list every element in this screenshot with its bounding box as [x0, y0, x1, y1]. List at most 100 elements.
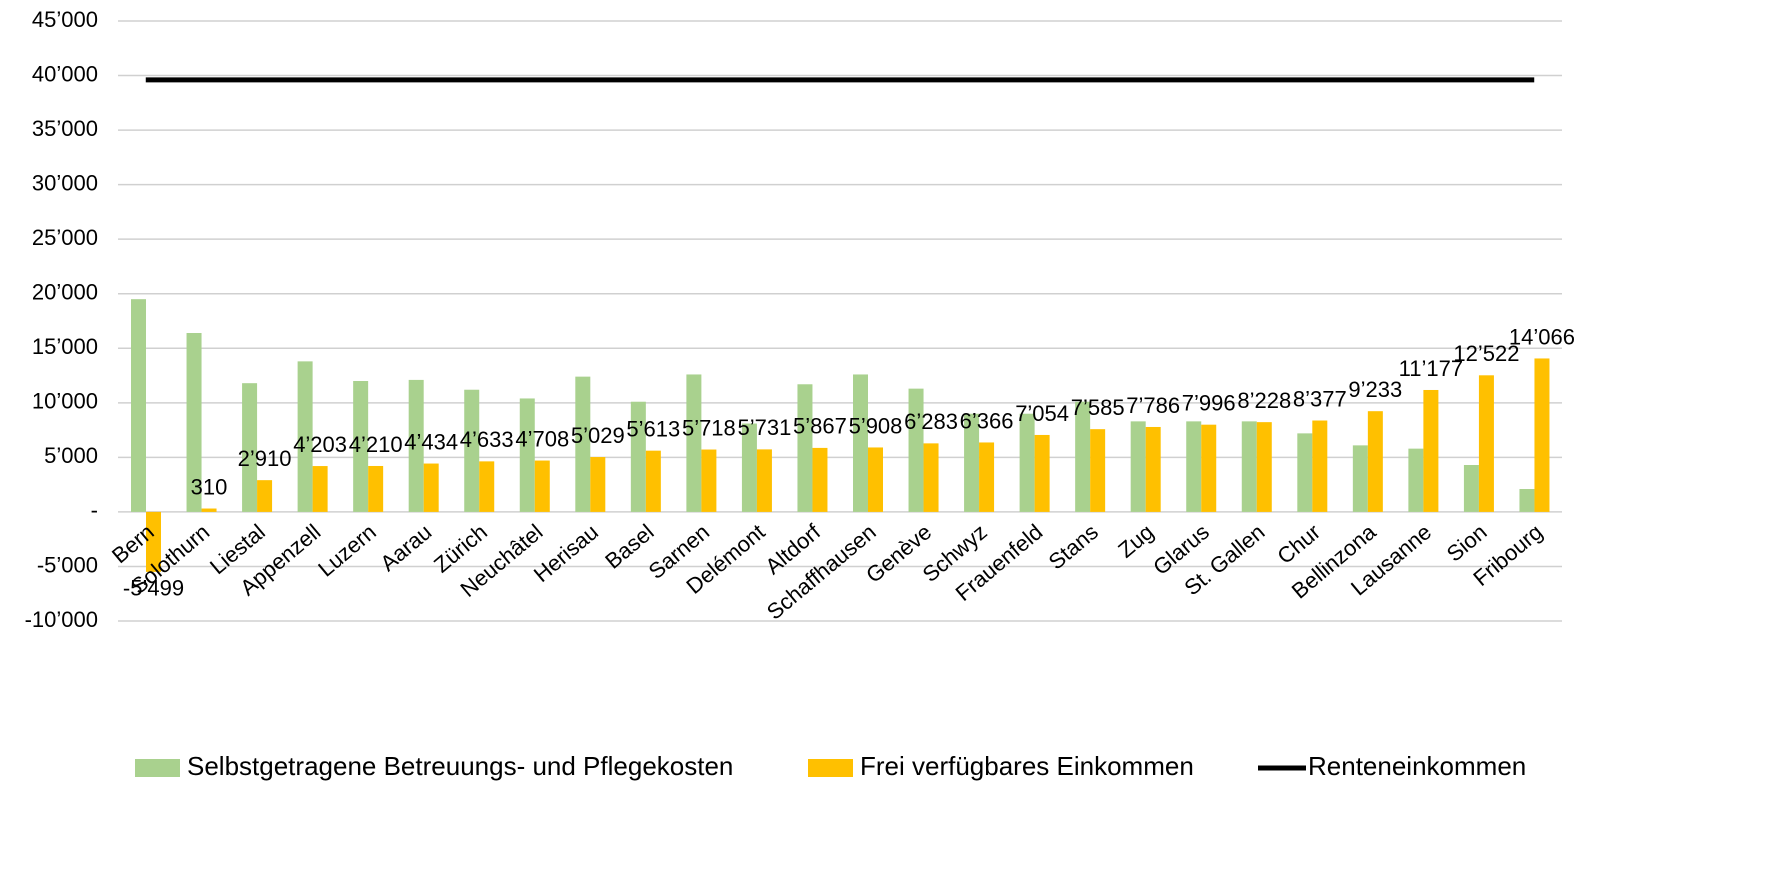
y-tick-label: -10’000 — [25, 607, 98, 632]
y-tick-label: 15’000 — [32, 334, 98, 359]
data-label: 7’786 — [1126, 393, 1180, 418]
data-label: -5’499 — [123, 576, 184, 601]
data-label: 5’718 — [682, 415, 736, 440]
bar — [964, 413, 980, 512]
bar — [423, 463, 439, 512]
data-label: 6’366 — [960, 408, 1014, 433]
data-label: 4’434 — [404, 429, 458, 454]
bar — [1423, 389, 1439, 512]
bar — [1256, 422, 1272, 512]
bar — [353, 381, 369, 512]
bar — [464, 389, 480, 512]
bar — [1186, 421, 1202, 512]
bar — [1367, 411, 1383, 512]
data-label: 5’908 — [849, 413, 903, 438]
bar — [1352, 445, 1368, 512]
bar — [701, 449, 717, 512]
bar — [1090, 429, 1106, 512]
bar — [741, 423, 757, 512]
data-label: 4’633 — [460, 427, 514, 452]
bar — [479, 461, 495, 512]
bar — [853, 374, 868, 512]
data-label: 9’233 — [1348, 377, 1402, 402]
bar — [908, 388, 924, 512]
y-tick-label: 35’000 — [32, 116, 98, 141]
bar — [534, 460, 550, 512]
x-tick-label: Aarau — [375, 519, 436, 576]
bar — [312, 466, 328, 512]
data-label: 8’377 — [1293, 386, 1347, 411]
bar — [368, 465, 384, 512]
bar — [1519, 489, 1535, 512]
legend-label: Frei verfügbares Einkommen — [860, 751, 1194, 781]
y-tick-label: -5’000 — [37, 552, 98, 577]
bar — [1408, 448, 1424, 512]
bar — [812, 447, 828, 512]
y-tick-label: 5’000 — [44, 443, 98, 468]
bar — [1463, 465, 1479, 512]
bar — [1019, 413, 1035, 512]
bar — [575, 376, 591, 512]
bar — [590, 457, 606, 512]
data-label: 5’731 — [738, 415, 792, 440]
x-tick-label: Herisau — [529, 519, 603, 587]
bar — [242, 383, 258, 512]
data-label: 2’910 — [238, 446, 292, 471]
legend-swatch — [808, 759, 853, 777]
bar — [1201, 424, 1217, 512]
bar — [1130, 421, 1146, 512]
data-label: 4’708 — [515, 426, 569, 451]
bar — [1034, 434, 1050, 512]
data-label: 6’283 — [904, 409, 958, 434]
data-label: 11’177 — [1399, 356, 1463, 381]
bar — [1075, 401, 1091, 512]
data-label: 8’228 — [1237, 388, 1291, 413]
bar — [1312, 420, 1328, 512]
bar — [923, 443, 939, 512]
bar — [297, 361, 313, 512]
y-tick-label: 20’000 — [32, 280, 98, 305]
bar — [408, 379, 424, 512]
y-tick-label: 30’000 — [32, 170, 98, 195]
bar — [979, 442, 995, 512]
legend-label: Selbstgetragene Betreuungs- und Pflegeko… — [187, 751, 733, 781]
bar — [1478, 375, 1494, 512]
bar — [257, 480, 273, 512]
bar — [630, 401, 646, 512]
y-tick-label: 25’000 — [32, 225, 98, 250]
bar — [131, 299, 146, 512]
bar — [756, 449, 772, 512]
bar — [868, 447, 883, 512]
data-label: 7’054 — [1015, 401, 1069, 426]
bar — [201, 508, 217, 512]
x-tick-label: Zug — [1113, 519, 1158, 563]
bar — [1534, 358, 1550, 512]
legend-swatch — [135, 759, 180, 777]
data-label: 7’996 — [1182, 390, 1236, 415]
y-tick-label: 45’000 — [32, 7, 98, 32]
bar — [645, 450, 661, 512]
bar — [186, 333, 202, 512]
bar — [797, 384, 813, 512]
data-label: 7’585 — [1071, 395, 1125, 420]
bar — [146, 511, 161, 572]
data-label: 5’867 — [793, 414, 847, 439]
data-label: 310 — [191, 474, 228, 499]
data-label: 4’210 — [349, 432, 403, 457]
legend-label: Renteneinkommen — [1308, 751, 1526, 781]
bar — [686, 374, 702, 512]
bar — [1297, 433, 1313, 512]
y-tick-label: - — [91, 498, 98, 523]
bar — [1241, 421, 1257, 512]
bar — [519, 398, 535, 512]
data-label: 5’613 — [626, 416, 680, 441]
y-tick-label: 40’000 — [32, 61, 98, 86]
bar — [1145, 426, 1161, 512]
data-label: 4’203 — [293, 432, 347, 457]
data-label: 5’029 — [571, 423, 625, 448]
data-label: 14’066 — [1509, 324, 1575, 349]
x-tick-label: Luzern — [313, 519, 381, 581]
data-label: 12’522 — [1453, 341, 1519, 366]
y-tick-label: 10’000 — [32, 389, 98, 414]
